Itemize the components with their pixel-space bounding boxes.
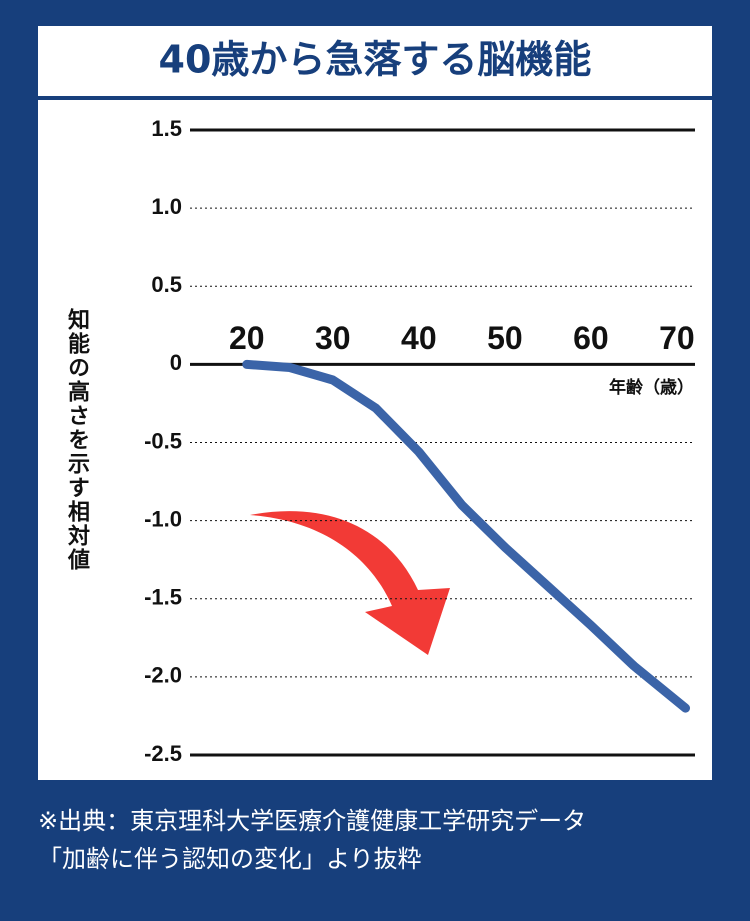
- x-axis-label: 年齢（歳）: [609, 377, 694, 398]
- y-tick-label: -0.5: [144, 428, 182, 453]
- x-tick-label: 40: [401, 320, 437, 356]
- x-tick-label: 20: [229, 320, 265, 356]
- source-line: 「加齢に伴う認知の変化」より抜粋: [38, 845, 422, 873]
- y-tick-label: -1.0: [144, 506, 182, 531]
- y-tick-label: 1.5: [151, 116, 182, 141]
- trend-arrow: [250, 511, 450, 655]
- chart-title: 40歳から急落する脳機能: [159, 38, 592, 82]
- x-tick-label: 30: [315, 320, 351, 356]
- x-tick-label: 50: [487, 320, 523, 356]
- y-tick-label: 0.5: [151, 272, 182, 297]
- y-tick-label: 0: [170, 350, 182, 375]
- y-axis-label: 知能の高さを示す相対値: [64, 307, 91, 572]
- y-tick-label: -2.5: [144, 741, 182, 766]
- x-tick-label: 60: [573, 320, 609, 356]
- title-box: [38, 26, 712, 96]
- plot-area: [38, 100, 712, 780]
- y-tick-label: 1.0: [151, 194, 182, 219]
- y-tick-label: -2.0: [144, 663, 182, 688]
- x-tick-label: 70: [659, 320, 695, 356]
- data-line: [242, 359, 691, 713]
- source-line: ※出典：東京理科大学医療介護健康工学研究データ: [38, 807, 586, 835]
- y-tick-label: -1.5: [144, 585, 182, 610]
